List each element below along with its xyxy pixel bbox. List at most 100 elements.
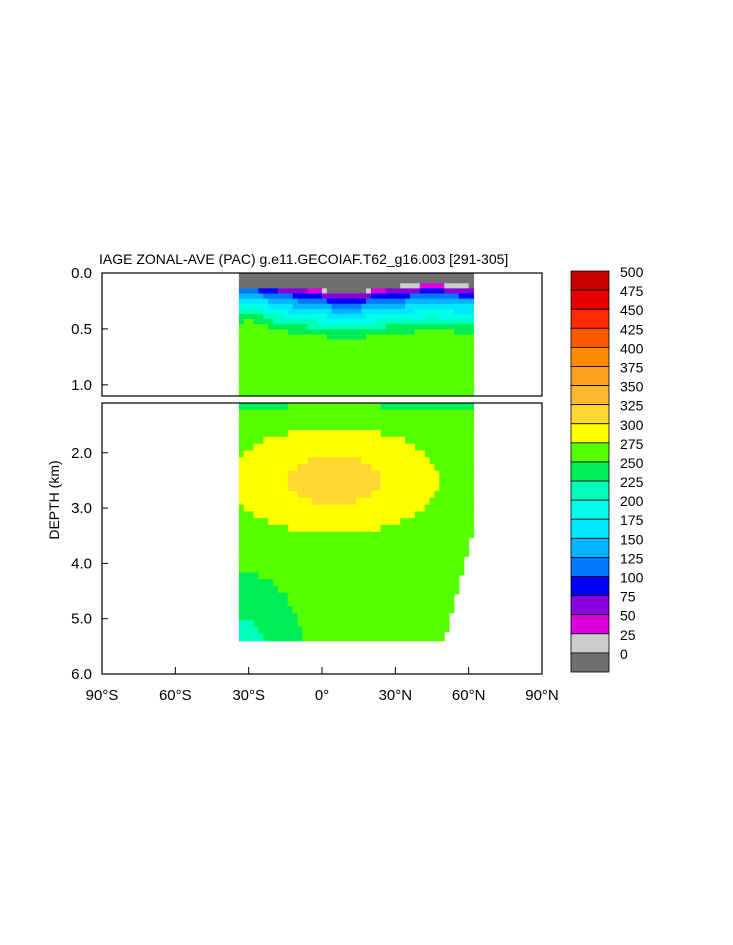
field-cell bbox=[273, 504, 279, 512]
field-cell bbox=[429, 524, 435, 533]
field-cell bbox=[429, 640, 435, 642]
field-cell bbox=[375, 511, 382, 519]
field-cell bbox=[278, 273, 284, 279]
field-cell bbox=[434, 457, 440, 465]
field-cell bbox=[253, 430, 259, 438]
field-cell bbox=[410, 504, 416, 512]
field-cell bbox=[463, 329, 470, 335]
field-cell bbox=[253, 518, 259, 526]
field-cell bbox=[278, 416, 284, 424]
field-cell bbox=[429, 450, 435, 458]
field-cell bbox=[258, 436, 264, 445]
field-cell bbox=[449, 443, 455, 451]
field-cell bbox=[370, 308, 377, 315]
field-cell bbox=[346, 349, 352, 356]
field-cell bbox=[449, 403, 455, 411]
field-cell bbox=[361, 314, 367, 320]
field-cell bbox=[444, 403, 450, 411]
field-cell bbox=[297, 360, 303, 366]
field-cell bbox=[317, 403, 323, 411]
field-cell bbox=[463, 430, 470, 438]
field-cell bbox=[346, 409, 352, 418]
field-cell bbox=[258, 273, 264, 279]
field-cell bbox=[390, 470, 396, 479]
field-cell bbox=[370, 380, 377, 387]
field-cell bbox=[317, 484, 323, 492]
field-cell bbox=[248, 511, 255, 519]
field-cell bbox=[385, 599, 391, 607]
field-cell bbox=[351, 339, 357, 346]
field-cell bbox=[454, 308, 460, 315]
field-cell bbox=[395, 278, 401, 284]
field-cell bbox=[454, 370, 460, 376]
field-cell bbox=[356, 430, 362, 438]
field-cell bbox=[312, 385, 318, 392]
field-cell bbox=[434, 303, 440, 310]
field-cell bbox=[424, 329, 431, 335]
field-cell bbox=[395, 531, 401, 539]
field-cell bbox=[297, 365, 303, 371]
colorbar-swatch bbox=[570, 270, 610, 291]
field-cell bbox=[302, 599, 308, 607]
field-cell bbox=[429, 538, 435, 546]
field-cell bbox=[463, 319, 470, 325]
field-cell bbox=[331, 430, 338, 438]
field-cell bbox=[307, 334, 313, 341]
field-cell bbox=[302, 303, 308, 310]
field-cell bbox=[292, 463, 299, 472]
field-cell bbox=[341, 443, 347, 451]
field-cell bbox=[331, 640, 338, 642]
field-cell bbox=[307, 504, 313, 512]
field-cell bbox=[366, 344, 372, 351]
field-cell bbox=[312, 409, 318, 418]
field-cell bbox=[292, 314, 299, 320]
field-cell bbox=[405, 365, 411, 371]
field-cell bbox=[331, 565, 338, 573]
field-cell bbox=[268, 339, 274, 346]
field-cell bbox=[370, 565, 377, 573]
colorbar-label: 425 bbox=[620, 321, 644, 337]
field-cell bbox=[385, 283, 391, 289]
field-cell bbox=[424, 416, 431, 424]
field-cell bbox=[405, 599, 411, 607]
field-cell bbox=[326, 450, 333, 458]
field-cell bbox=[424, 504, 431, 512]
field-cell bbox=[468, 463, 475, 472]
field-cell bbox=[336, 360, 343, 366]
field-cell bbox=[238, 545, 245, 553]
field-cell bbox=[405, 355, 411, 361]
field-cell bbox=[366, 403, 372, 411]
colorbar-label: 275 bbox=[620, 436, 644, 452]
field-cell bbox=[302, 273, 308, 279]
field-cell bbox=[405, 491, 411, 499]
field-cell bbox=[341, 606, 347, 614]
field-cell bbox=[356, 626, 362, 634]
field-cell bbox=[317, 375, 323, 382]
field-cell bbox=[361, 545, 367, 553]
field-cell bbox=[263, 477, 269, 485]
field-cell bbox=[410, 344, 416, 351]
field-cell bbox=[273, 524, 279, 533]
field-cell bbox=[410, 278, 416, 284]
field-cell bbox=[419, 293, 426, 300]
field-cell bbox=[370, 484, 377, 492]
field-cell bbox=[395, 599, 401, 607]
field-cell bbox=[336, 545, 343, 553]
field-cell bbox=[361, 283, 367, 289]
colorbar-swatch bbox=[570, 404, 610, 425]
field-cell bbox=[312, 484, 318, 492]
field-cell bbox=[282, 329, 289, 335]
field-cell bbox=[380, 390, 387, 397]
field-cell bbox=[253, 531, 259, 539]
field-cell bbox=[282, 390, 289, 397]
field-cell bbox=[380, 293, 387, 300]
field-cell bbox=[351, 524, 357, 533]
field-cell bbox=[405, 558, 411, 567]
field-cell bbox=[429, 385, 435, 392]
field-cell bbox=[297, 298, 303, 305]
field-cell bbox=[243, 558, 250, 567]
field-cell bbox=[370, 344, 377, 351]
field-cell bbox=[341, 349, 347, 356]
field-cell bbox=[317, 288, 323, 294]
field-cell bbox=[424, 585, 431, 594]
